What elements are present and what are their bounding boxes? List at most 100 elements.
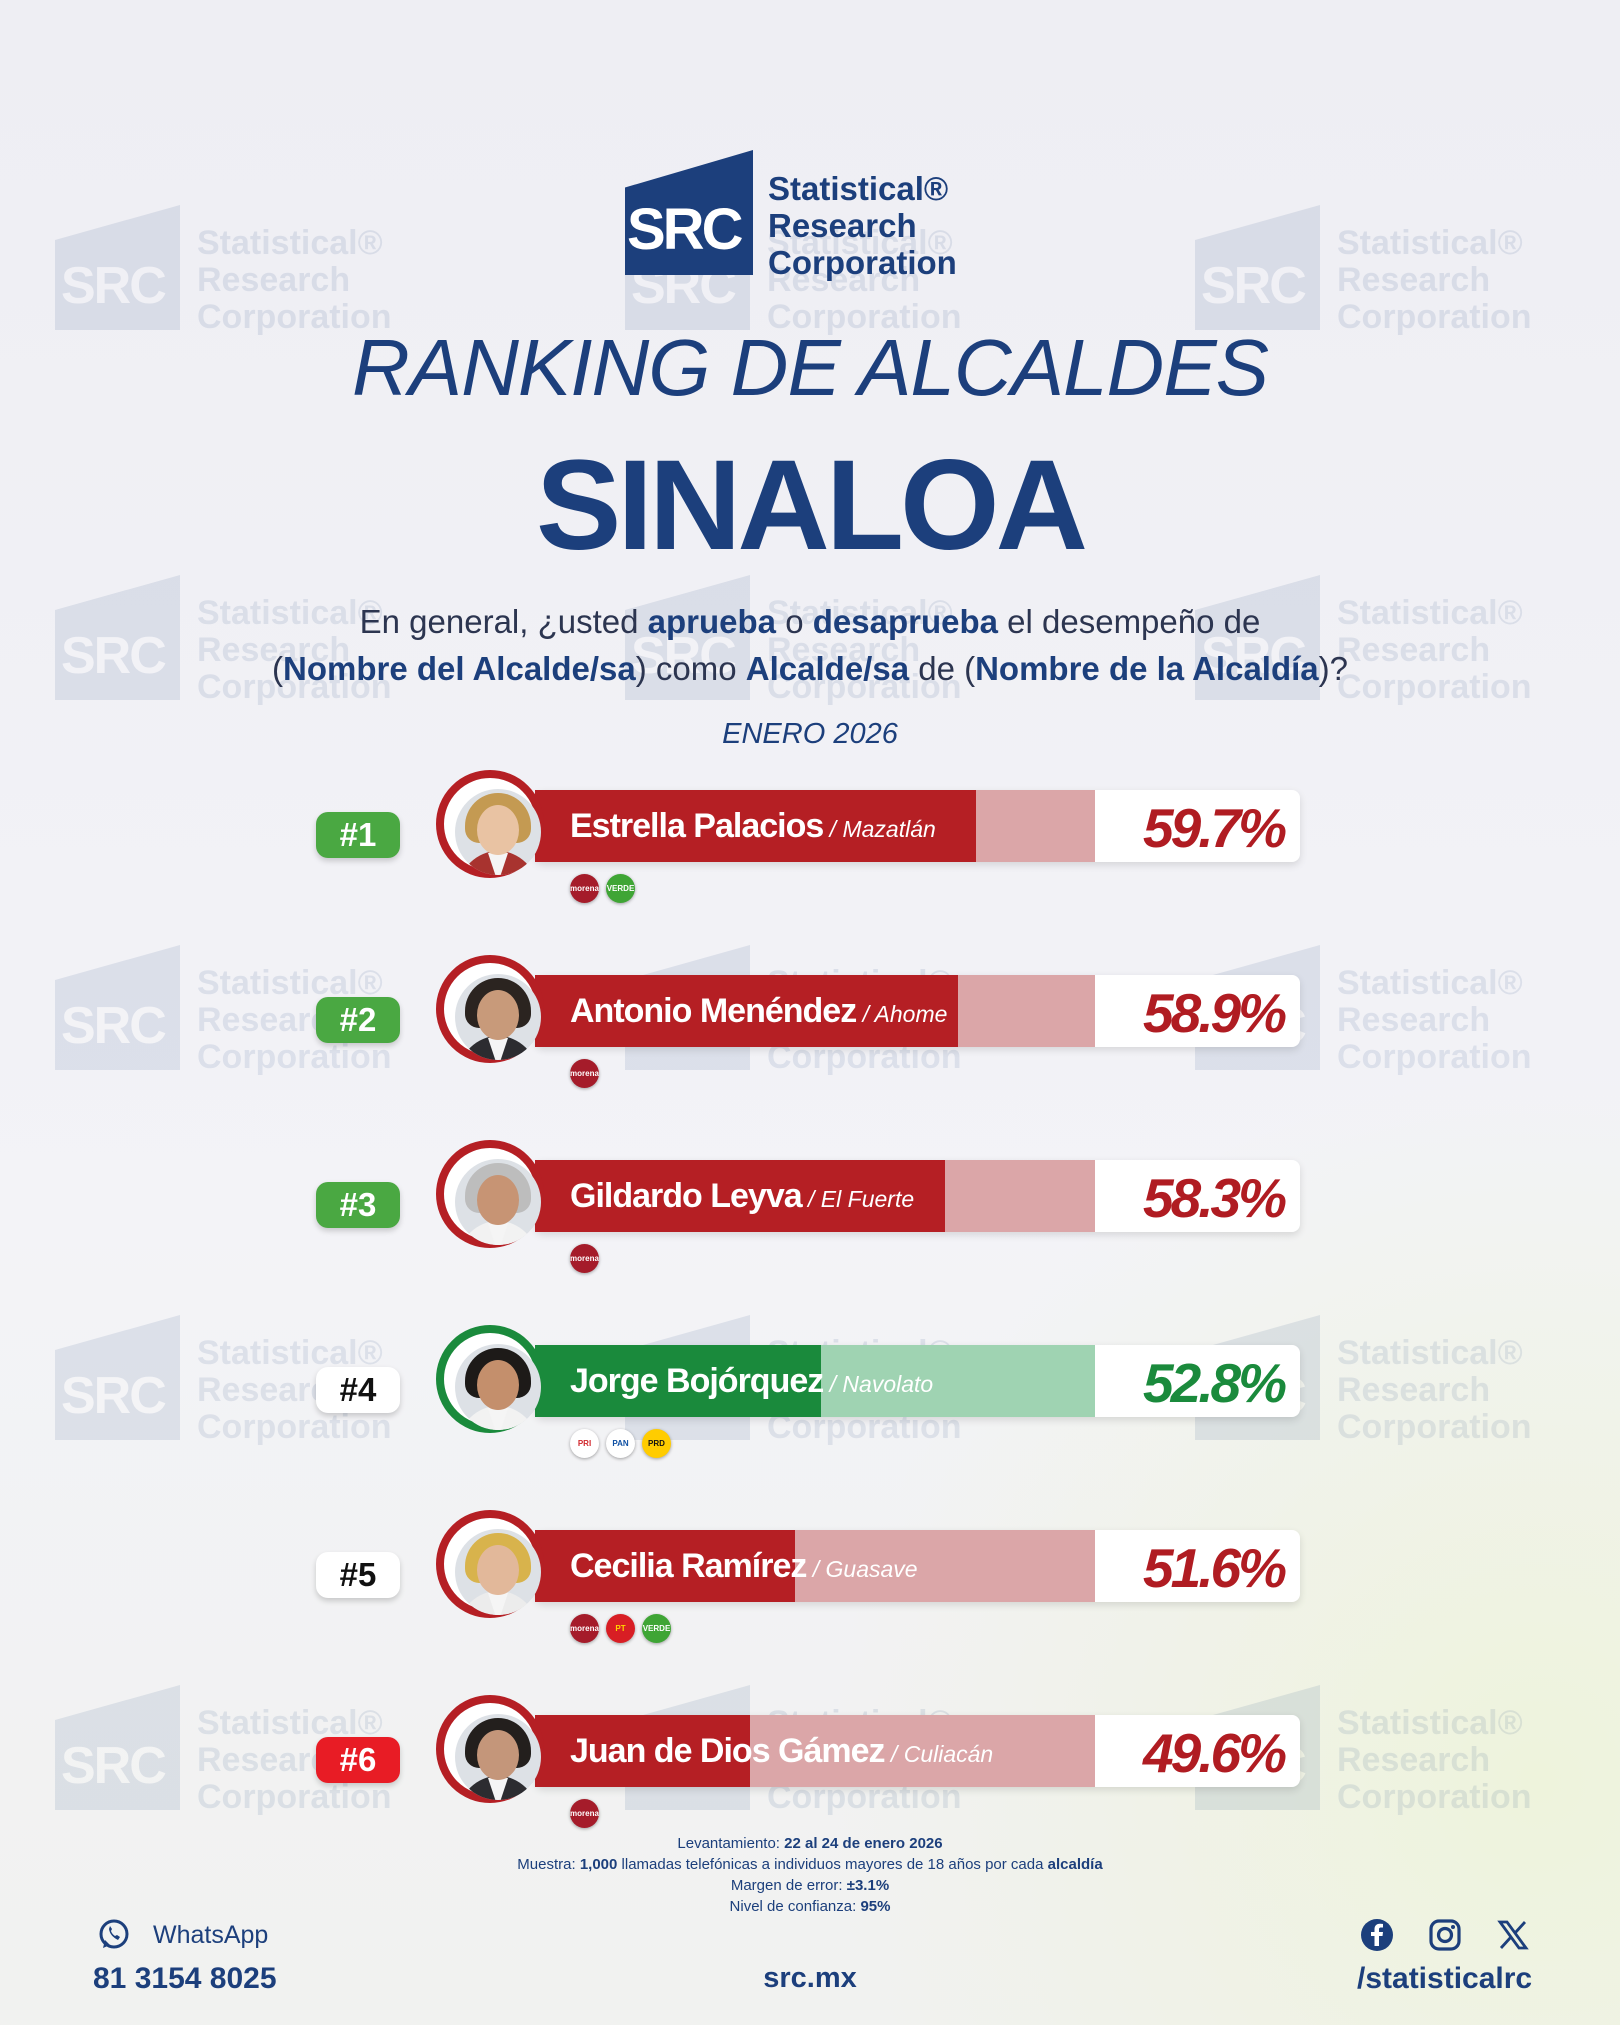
pt-logo-icon: PT [606,1614,635,1643]
footnote-value: alcaldía [1047,1856,1103,1873]
question-bold: Nombre del Alcalde/sa [283,650,636,687]
mayor-label: Cecilia Ramírez / Guasave [570,1530,918,1602]
party-logos: PRI PAN PRD [570,1429,678,1459]
prd-logo-icon: PRD [642,1429,671,1458]
mayor-photo [455,1714,541,1800]
pan-logo-icon: PAN [606,1429,635,1458]
mayor-name: Estrella Palacios [570,807,824,845]
morena-logo-icon: morena [570,1799,599,1828]
rank-badge: #6 [316,1737,400,1783]
party-logos: morena VERDE [570,874,642,904]
bar-fill [535,1345,821,1417]
whatsapp-icon[interactable] [97,1918,131,1952]
website-link[interactable]: src.mx [763,1962,857,1994]
approval-percentage: 51.6% [1143,1537,1287,1599]
bar-fill [535,1715,750,1787]
whatsapp-label: WhatsApp [153,1921,269,1949]
approval-bar: Estrella Palacios / Mazatlán 59.7% [535,790,1300,862]
logo-line-2: Research [768,207,917,244]
bar-fill [535,1160,945,1232]
approval-bar: Antonio Menéndez / Ahome 58.9% [535,975,1300,1047]
mayor-name: Cecilia Ramírez [570,1547,807,1585]
mayor-name: Gildardo Leyva [570,1177,803,1215]
question-text: )? [1318,650,1348,687]
methodology-footnote: Levantamiento: 22 al 24 de enero 2026 Mu… [0,1833,1620,1917]
facebook-icon[interactable] [1360,1918,1394,1952]
approval-bar: Jorge Bojórquez / Navolato 52.8% [535,1345,1300,1417]
bar-fill [535,975,958,1047]
ranking-row: #5 Cecilia Ramírez / Guasave 51.6% morena PT… [0,1510,1620,1650]
ranking-row: #2 Antonio Menéndez / Ahome 58.9% morena [0,955,1620,1095]
logo-line-1: Statistical® [768,170,949,207]
rank-badge: #4 [316,1367,400,1413]
footnote-line: Margen de error: ±3.1% [0,1875,1620,1896]
question-text: ) como [635,650,746,687]
question-text: En general, ¿usted [359,603,648,640]
footnote-label: Levantamiento: [677,1835,785,1852]
question-text: de ( [909,650,976,687]
morena-logo-icon: morena [570,1059,599,1088]
approval-percentage: 59.7% [1143,797,1287,859]
party-logos: morena [570,1059,606,1089]
pri-logo-icon: PRI [570,1429,599,1458]
rank-badge: #1 [316,812,400,858]
survey-date: ENERO 2026 [722,718,898,750]
mayor-municipality: / Mazatlán [823,816,936,842]
ranking-row: #4 Jorge Bojórquez / Navolato 52.8% PRI PAN P… [0,1325,1620,1465]
question-text: o [776,603,813,640]
social-handle[interactable]: /statisticalrc [1357,1962,1533,1995]
mayor-photo [455,1159,541,1245]
src-logo: SRC Statistical® Research Corporation [625,150,1005,281]
question-text: ( [272,650,283,687]
logo-wordmark: Statistical® Research Corporation [768,170,957,281]
instagram-icon[interactable] [1428,1918,1462,1952]
question-bold: desaprueba [812,603,998,640]
mayor-label: Jorge Bojórquez / Navolato [570,1345,933,1417]
ranking-row: #1 Estrella Palacios / Mazatlán 59.7% moren… [0,770,1620,910]
footnote-line: Muestra: 1,000 llamadas telefónicas a in… [0,1854,1620,1875]
mayor-photo [455,974,541,1060]
party-logos: morena [570,1244,606,1274]
mayor-label: Juan de Dios Gámez / Culiacán [570,1715,993,1787]
state-title: SINALOA [536,434,1088,577]
x-icon[interactable] [1496,1918,1530,1952]
logo-line-3: Corporation [768,244,957,281]
footnote-value: 95% [860,1898,891,1915]
party-logos: morena [570,1799,606,1829]
approval-bar: Cecilia Ramírez / Guasave 51.6% [535,1530,1300,1602]
footnote-line: Levantamiento: 22 al 24 de enero 2026 [0,1833,1620,1854]
footnote-label: Muestra: [517,1856,580,1873]
footnote-value: 22 al 24 de enero 2026 [784,1835,943,1852]
rank-badge: #3 [316,1182,400,1228]
bar-fill [535,790,976,862]
morena-logo-icon: morena [570,1244,599,1273]
ranking-row: #6 Juan de Dios Gámez / Culiacán 49.6% more… [0,1695,1620,1835]
morena-logo-icon: morena [570,874,599,903]
mayor-avatar [436,1695,544,1803]
approval-percentage: 49.6% [1143,1722,1287,1784]
approval-bar: Juan de Dios Gámez / Culiacán 49.6% [535,1715,1300,1787]
mayor-municipality: / Culiacán [884,1741,994,1767]
survey-question: En general, ¿usted aprueba o desaprueba … [0,598,1620,692]
whatsapp-number[interactable]: 81 3154 8025 [93,1962,277,1995]
mayor-municipality: / Ahome [856,1001,948,1027]
question-bold: Nombre de la Alcaldía [975,650,1319,687]
question-bold: Alcalde/sa [745,650,910,687]
question-text: el desempeño de [997,603,1261,640]
mayor-label: Estrella Palacios / Mazatlán [570,790,936,862]
mayor-photo [455,789,541,875]
mayor-name: Jorge Bojórquez [570,1362,824,1400]
mayor-avatar [436,1325,544,1433]
footnote-line: Nivel de confianza: 95% [0,1896,1620,1917]
footnote-label: Margen de error: [730,1877,847,1894]
mayor-municipality: / Guasave [806,1556,918,1582]
page-title: RANKING DE ALCALDES [351,323,1269,412]
morena-logo-icon: morena [570,1614,599,1643]
mayor-photo [455,1529,541,1615]
approval-bar: Gildardo Leyva / El Fuerte 58.3% [535,1160,1300,1232]
mayor-municipality: / Navolato [823,1371,934,1397]
approval-percentage: 52.8% [1143,1352,1287,1414]
approval-percentage: 58.3% [1143,1167,1287,1229]
logo-mark-text: SRC [627,197,743,262]
mayor-avatar [436,1140,544,1248]
